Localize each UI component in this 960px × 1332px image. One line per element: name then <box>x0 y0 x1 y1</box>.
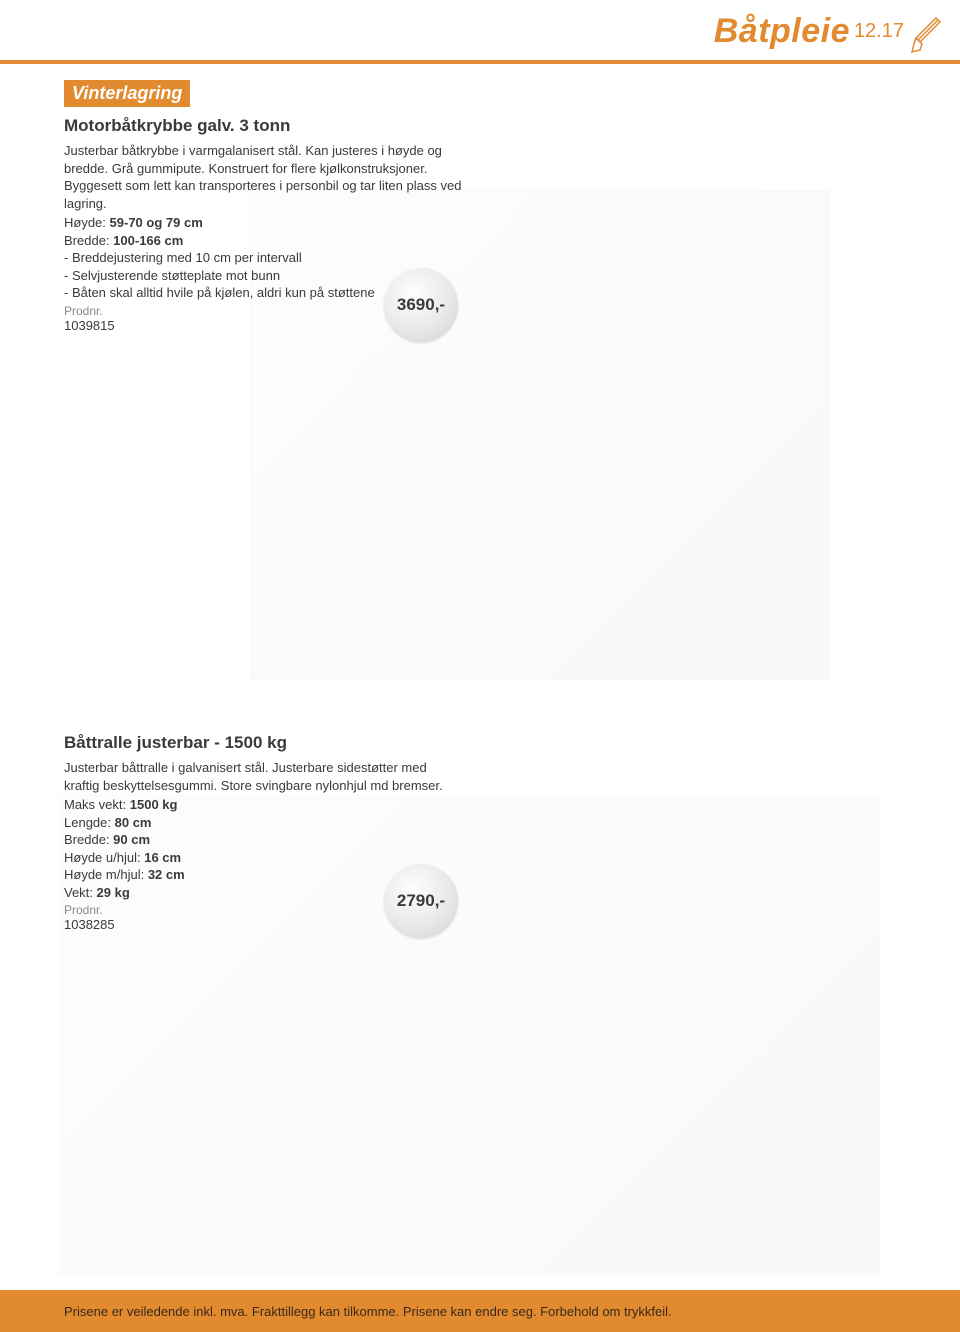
spec-value: 80 cm <box>115 815 152 830</box>
price-badge: 2790,- <box>384 864 458 938</box>
spec-line: Høyde: 59-70 og 79 cm <box>64 214 464 232</box>
product-title: Båttralle justerbar - 1500 kg <box>64 733 464 753</box>
header-divider <box>0 60 960 64</box>
footer-bar: Prisene er veiledende inkl. mva. Fraktti… <box>0 1290 960 1332</box>
product-description: Justerbar båttralle i galvanisert stål. … <box>64 759 464 794</box>
product-description: Justerbar båtkrybbe i varmgalanisert stå… <box>64 142 464 212</box>
section-tag: Vinterlagring <box>64 80 190 107</box>
spec-label: Bredde: <box>64 233 110 248</box>
page-number: 12.17 <box>854 20 904 43</box>
spec-label: Vekt: <box>64 885 93 900</box>
spec-label: Høyde u/hjul: <box>64 850 141 865</box>
spec-label: Høyde m/hjul: <box>64 867 144 882</box>
product-title: Motorbåtkrybbe galv. 3 tonn <box>64 116 464 136</box>
spec-value: 100-166 cm <box>113 233 183 248</box>
spec-line: Bredde: 100-166 cm <box>64 232 464 250</box>
spec-line: Bredde: 90 cm <box>64 831 464 849</box>
spec-value: 16 cm <box>144 850 181 865</box>
spec-label: Høyde: <box>64 215 106 230</box>
spec-value: 90 cm <box>113 832 150 847</box>
paintbrush-icon <box>910 10 946 54</box>
price-badge: 3690,- <box>384 268 458 342</box>
price-value: 2790,- <box>397 891 445 911</box>
spec-label: Bredde: <box>64 832 110 847</box>
spec-value: 29 kg <box>97 885 130 900</box>
spec-label: Maks vekt: <box>64 797 126 812</box>
footer-disclaimer: Prisene er veiledende inkl. mva. Fraktti… <box>64 1304 672 1319</box>
spec-line: Lengde: 80 cm <box>64 814 464 832</box>
spec-line: Høyde u/hjul: 16 cm <box>64 849 464 867</box>
spec-value: 59-70 og 79 cm <box>110 215 203 230</box>
spec-value: 1500 kg <box>130 797 178 812</box>
spec-value: 32 cm <box>148 867 185 882</box>
price-value: 3690,- <box>397 295 445 315</box>
spec-label: Lengde: <box>64 815 111 830</box>
page-category-title: Båtpleie <box>714 12 850 51</box>
spec-bullet: - Breddejustering med 10 cm per interval… <box>64 249 464 267</box>
spec-line: Maks vekt: 1500 kg <box>64 796 464 814</box>
